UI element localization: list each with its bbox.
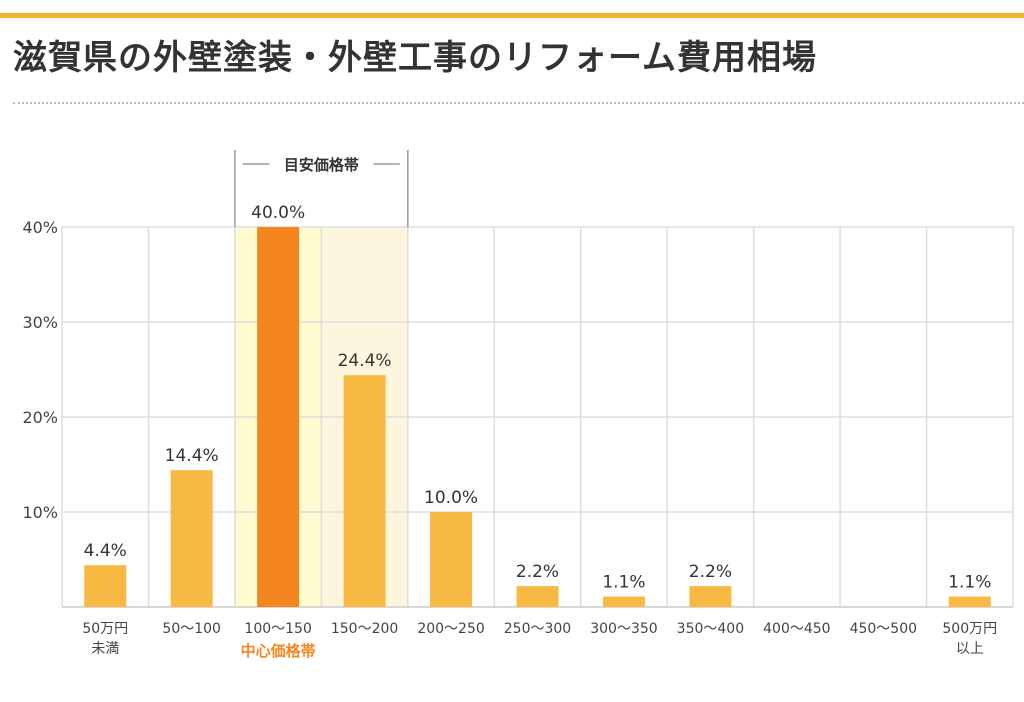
x-tick-label: 50〜100 [162, 621, 221, 637]
top-accent-bar [0, 13, 1024, 18]
data-label: 2.2% [689, 562, 732, 582]
page-title: 滋賀県の外壁塗装・外壁工事のリフォーム費用相場 [13, 38, 817, 78]
x-tick-label: 350〜400 [677, 621, 744, 637]
data-label: 10.0% [424, 488, 478, 508]
bar [343, 375, 386, 607]
bar [430, 512, 473, 607]
x-tick-label: 150〜200 [331, 621, 398, 637]
x-tick-label: 以上 [956, 641, 984, 657]
data-label: 4.4% [84, 541, 127, 561]
bar [170, 470, 213, 607]
x-tick-label: 200〜250 [417, 621, 484, 637]
data-label: 40.0% [251, 203, 305, 223]
y-tick-label: 30% [22, 313, 58, 332]
x-tick-label: 400〜450 [763, 621, 830, 637]
title-divider [13, 102, 1024, 104]
bar [948, 596, 991, 607]
band-label: 目安価格帯 [284, 156, 359, 174]
data-label: 1.1% [948, 573, 991, 593]
bar [84, 565, 127, 607]
data-label: 24.4% [338, 351, 392, 371]
data-label: 14.4% [165, 446, 219, 466]
bar [516, 586, 559, 607]
y-tick-label: 20% [22, 408, 58, 427]
y-tick-label: 10% [22, 503, 58, 522]
x-tick-label: 50万円 [82, 621, 128, 637]
x-tick-label: 300〜350 [590, 621, 657, 637]
x-tick-label: 250〜300 [504, 621, 571, 637]
center-price-label: 中心価格帯 [241, 642, 316, 660]
bar [602, 596, 645, 607]
y-tick-label: 40% [22, 218, 58, 237]
bar [257, 227, 300, 607]
bar [689, 586, 732, 607]
data-label: 1.1% [602, 573, 645, 593]
x-tick-label: 100〜150 [244, 621, 311, 637]
x-tick-label: 未満 [91, 641, 119, 657]
x-tick-label: 500万円 [942, 621, 997, 637]
x-tick-label: 450〜500 [850, 621, 917, 637]
data-label: 2.2% [516, 562, 559, 582]
